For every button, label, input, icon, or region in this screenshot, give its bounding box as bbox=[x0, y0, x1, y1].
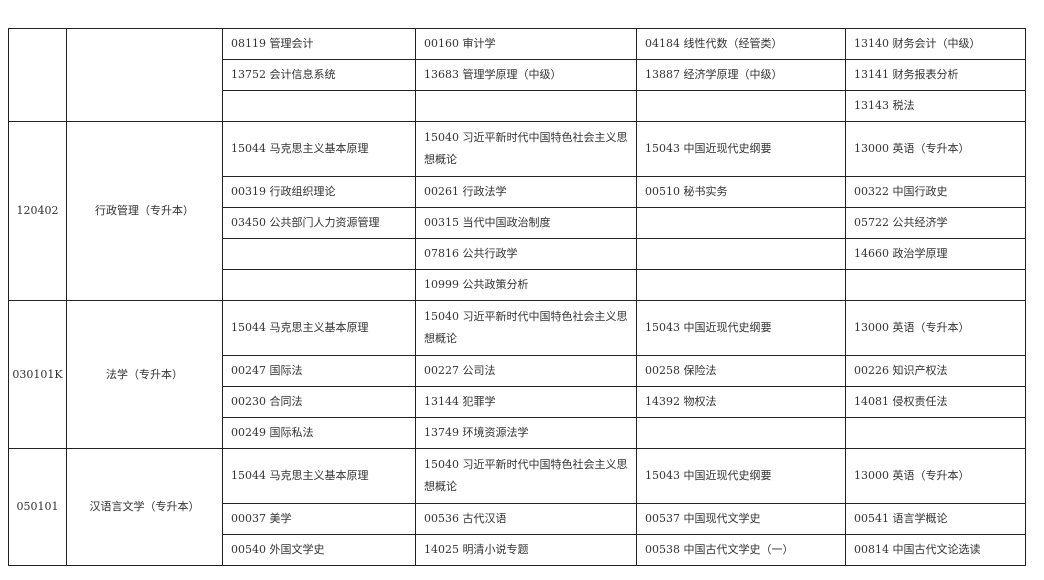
course-cell: 00230 合同法 bbox=[222, 386, 416, 418]
course-cell: 14081 侵权责任法 bbox=[845, 386, 1026, 418]
course-cell: 00227 公司法 bbox=[415, 355, 637, 387]
course-cell: 00261 行政法学 bbox=[415, 176, 637, 208]
course-table-body: 08119 管理会计 00160 审计学 04184 线性代数（经管类） 13140 … bbox=[8, 28, 1026, 566]
course-cell: 13683 管理学原理（中级） bbox=[415, 59, 637, 91]
course-cell bbox=[636, 207, 846, 239]
major-name: 行政管理（专升本） bbox=[66, 121, 223, 301]
course-cell bbox=[636, 417, 846, 449]
course-cell: 13752 会计信息系统 bbox=[222, 59, 416, 91]
course-cell bbox=[222, 90, 416, 122]
course-cell: 05722 公共经济学 bbox=[845, 207, 1026, 239]
course-cell bbox=[636, 238, 846, 270]
course-cell: 00249 国际私法 bbox=[222, 417, 416, 449]
course-cell: 00319 行政组织理论 bbox=[222, 176, 416, 208]
table-row: 120402 行政管理（专升本） 15044 马克思主义基本原理 15040 习近平新… bbox=[8, 121, 1026, 301]
course-cell: 14392 物权法 bbox=[636, 386, 846, 418]
course-cell: 00537 中国现代文学史 bbox=[636, 503, 846, 535]
course-cell: 13000 英语（专升本） bbox=[845, 448, 1026, 504]
course-table: 08119 管理会计 00160 审计学 04184 线性代数（经管类） 13140 … bbox=[8, 28, 1026, 566]
course-cell: 00510 秘书实务 bbox=[636, 176, 846, 208]
course-cell: 13749 环境资源法学 bbox=[415, 417, 637, 449]
course-cell bbox=[636, 269, 846, 301]
course-cell: 00226 知识产权法 bbox=[845, 355, 1026, 387]
course-cell: 13000 英语（专升本） bbox=[845, 300, 1026, 356]
table-row: 10999 公共政策分析 bbox=[9, 269, 1026, 301]
table-row: 13752 会计信息系统 13683 管理学原理（中级） 13887 经济学原理（中… bbox=[9, 59, 1026, 91]
course-cell: 08119 管理会计 bbox=[222, 28, 416, 60]
course-cell: 10999 公共政策分析 bbox=[415, 269, 637, 301]
course-cell: 14025 明清小说专题 bbox=[415, 534, 637, 566]
table-row: 030101K 法学（专升本） 15044 马克思主义基本原理 15040 习近平新时… bbox=[8, 300, 1026, 449]
course-cell: 04184 线性代数（经管类） bbox=[636, 28, 846, 60]
course-cell: 03450 公共部门人力资源管理 bbox=[222, 207, 416, 239]
course-cell: 00160 审计学 bbox=[415, 28, 637, 60]
course-cell: 00315 当代中国政治制度 bbox=[415, 207, 637, 239]
course-cell: 15044 马克思主义基本原理 bbox=[222, 121, 416, 177]
table-row: 00230 合同法 13144 犯罪学 14392 物权法 14081 侵权责任法 bbox=[9, 386, 1026, 418]
course-cell: 00538 中国古代文学史（一） bbox=[636, 534, 846, 566]
course-cell: 15043 中国近现代史纲要 bbox=[636, 121, 846, 177]
major-code: 030101K bbox=[8, 300, 67, 449]
course-cell: 00258 保险法 bbox=[636, 355, 846, 387]
table-row: 00037 美学 00536 古代汉语 00537 中国现代文学史 00541 语言学… bbox=[9, 503, 1026, 535]
course-cell: 07816 公共行政学 bbox=[415, 238, 637, 270]
course-cell: 13143 税法 bbox=[845, 90, 1026, 122]
course-cell: 13140 财务会计（中级） bbox=[845, 28, 1026, 60]
major-name bbox=[66, 28, 223, 122]
table-row: 07816 公共行政学 14660 政治学原理 bbox=[9, 238, 1026, 270]
course-cell: 15044 马克思主义基本原理 bbox=[222, 300, 416, 356]
major-code: 050101 bbox=[8, 448, 67, 566]
course-cell: 13144 犯罪学 bbox=[415, 386, 637, 418]
course-cell: 15040 习近平新时代中国特色社会主义思想概论 bbox=[415, 300, 637, 356]
course-cell: 13887 经济学原理（中级） bbox=[636, 59, 846, 91]
course-cell bbox=[845, 269, 1026, 301]
course-cell: 00322 中国行政史 bbox=[845, 176, 1026, 208]
table-row: 050101 汉语言文学（专升本） 15044 马克思主义基本原理 15040 习近平… bbox=[8, 448, 1026, 566]
course-cell: 15043 中国近现代史纲要 bbox=[636, 448, 846, 504]
course-cell: 15044 马克思主义基本原理 bbox=[222, 448, 416, 504]
course-cell: 13000 英语（专升本） bbox=[845, 121, 1026, 177]
course-cell bbox=[222, 269, 416, 301]
table-row: 00540 外国文学史 14025 明清小说专题 00538 中国古代文学史（一） 0… bbox=[9, 534, 1026, 566]
major-name: 汉语言文学（专升本） bbox=[66, 448, 223, 566]
course-cell: 14660 政治学原理 bbox=[845, 238, 1026, 270]
table-row: 08119 管理会计 00160 审计学 04184 线性代数（经管类） 13140 … bbox=[8, 28, 1026, 122]
course-cell bbox=[636, 90, 846, 122]
major-code bbox=[8, 28, 67, 122]
course-cell: 00247 国际法 bbox=[222, 355, 416, 387]
course-cell bbox=[222, 238, 416, 270]
course-cell bbox=[845, 417, 1026, 449]
course-cell: 13141 财务报表分析 bbox=[845, 59, 1026, 91]
course-cell: 00540 外国文学史 bbox=[222, 534, 416, 566]
course-cell bbox=[415, 90, 637, 122]
major-code: 120402 bbox=[8, 121, 67, 301]
course-cell: 00536 古代汉语 bbox=[415, 503, 637, 535]
course-cell: 00037 美学 bbox=[222, 503, 416, 535]
course-cell: 15040 习近平新时代中国特色社会主义思想概论 bbox=[415, 448, 637, 504]
major-name: 法学（专升本） bbox=[66, 300, 223, 449]
course-cell: 15043 中国近现代史纲要 bbox=[636, 300, 846, 356]
course-cell: 15040 习近平新时代中国特色社会主义思想概论 bbox=[415, 121, 637, 177]
table-row: 00319 行政组织理论 00261 行政法学 00510 秘书实务 00322 中国… bbox=[9, 176, 1026, 208]
course-cell: 00814 中国古代文论选读 bbox=[845, 534, 1026, 566]
course-cell: 00541 语言学概论 bbox=[845, 503, 1026, 535]
